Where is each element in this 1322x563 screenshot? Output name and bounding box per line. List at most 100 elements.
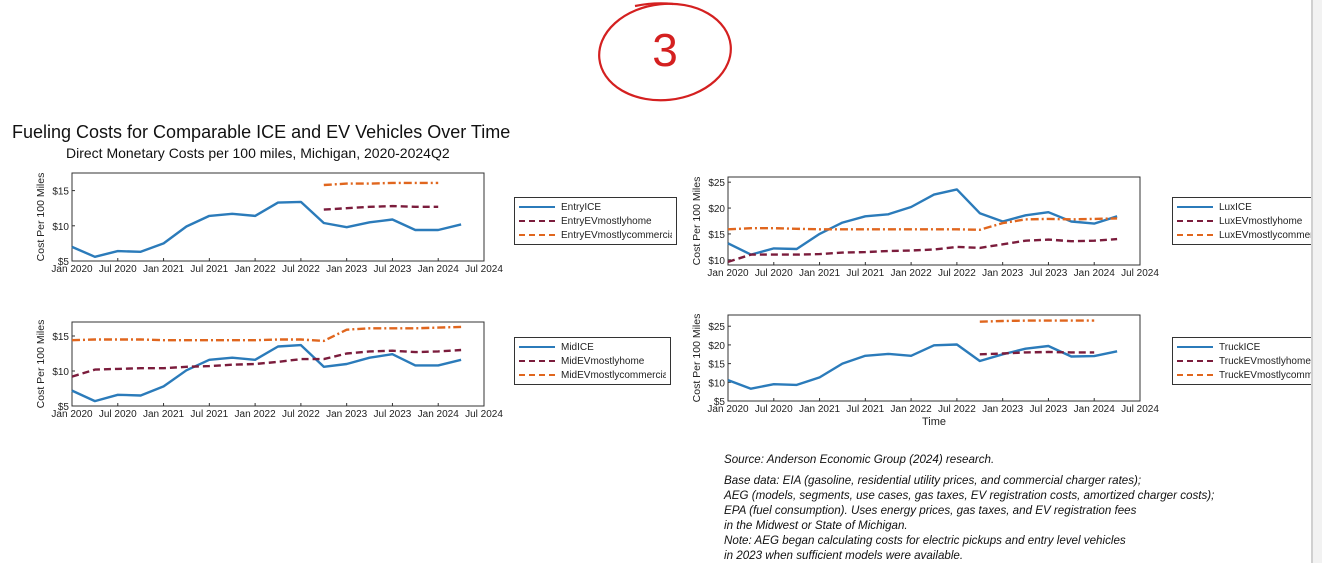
x-tick-label: Jul 2024 — [1121, 404, 1159, 415]
legend-label: EntryEVmostlyhome — [561, 215, 652, 227]
x-tick-label: Jul 2022 — [282, 409, 320, 420]
x-tick-label: Jul 2020 — [755, 268, 793, 279]
x-tick-label: Jul 2024 — [465, 264, 503, 275]
y-axis-label: Cost Per 100 Miles — [691, 177, 703, 266]
figure-subtitle: Direct Monetary Costs per 100 miles, Mic… — [66, 145, 450, 161]
x-tick-label: Jan 2024 — [1074, 404, 1116, 415]
source-line: in 2023 when sufficient models were avai… — [724, 549, 964, 562]
x-tick-label: Jan 2024 — [418, 264, 460, 275]
legend-entry: MidEVmostlyhome — [517, 354, 666, 368]
legend-swatch — [519, 220, 555, 222]
y-tick-label: $25 — [708, 322, 725, 333]
x-tick-label: Jul 2023 — [1030, 268, 1068, 279]
y-tick-label: $10 — [52, 222, 69, 233]
x-tick-label: Jul 2023 — [1030, 404, 1068, 415]
x-tick-label: Jan 2022 — [891, 268, 933, 279]
series-line-midevmostlycommercial — [71, 325, 462, 343]
x-tick-label: Jan 2023 — [982, 268, 1024, 279]
x-tick-label: Jul 2021 — [190, 409, 228, 420]
y-tick-label: $15 — [52, 187, 69, 198]
legend-swatch — [519, 206, 555, 208]
legend-swatch — [1177, 206, 1213, 208]
y-tick-label: $10 — [52, 367, 69, 378]
x-tick-label: Jul 2022 — [938, 268, 976, 279]
legend-entry: EntryEVmostlyhome — [517, 214, 672, 228]
mid-chart: Jan 2020 Jul 2020 Jan 2021 Jul 2021 Jan 2022… — [35, 320, 503, 420]
series-line-entryice — [71, 200, 462, 259]
y-tick-label: $15 — [52, 332, 69, 343]
series-line-luxevmostlycommercial — [727, 217, 1118, 232]
source-line: in the Midwest or State of Michigan. — [724, 519, 908, 532]
y-tick-label: $15 — [708, 360, 725, 371]
legend-entry: MidICE — [517, 340, 666, 354]
x-tick-label: Jul 2024 — [1121, 268, 1159, 279]
x-tick-label: Jan 2021 — [799, 404, 841, 415]
legend-entry: LuxEVmostlyhome — [1175, 214, 1317, 228]
x-tick-label: Jul 2020 — [99, 409, 137, 420]
x-tick-label: Jul 2022 — [938, 404, 976, 415]
y-axis-label: Cost Per 100 Miles — [35, 320, 47, 409]
series-line-midice — [71, 343, 462, 403]
source-line: AEG (models, segments, use cases, gas ta… — [724, 489, 1215, 502]
y-tick-label: $5 — [58, 402, 70, 413]
legend-swatch — [1177, 234, 1213, 236]
mid-chart-legend: MidICE MidEVmostlyhome MidEVmostlycommerci… — [514, 337, 671, 385]
legend-entry: TruckEVmostlyhome — [1175, 354, 1317, 368]
source-line: Note: AEG began calculating costs for el… — [724, 534, 1126, 547]
plot-area-frame — [71, 172, 485, 262]
series-line-luxice — [727, 188, 1118, 256]
x-tick-label: Jan 2021 — [143, 409, 185, 420]
x-tick-label: Jul 2021 — [190, 264, 228, 275]
y-tick-label: $10 — [708, 256, 725, 267]
source-line: Source: Anderson Economic Group (2024) r… — [724, 453, 995, 466]
x-tick-label: Jan 2020 — [51, 409, 93, 420]
legend-entry: LuxEVmostlycommercial — [1175, 228, 1317, 242]
x-tick-label: Jan 2023 — [326, 264, 368, 275]
legend-entry: LuxICE — [1175, 200, 1317, 214]
entry-chart: Jan 2020 Jul 2020 Jan 2021 Jul 2021 Jan 2022… — [35, 172, 503, 275]
legend-label: EntryEVmostlycommercial — [561, 229, 672, 241]
source-line: Base data: EIA (gasoline, residential ut… — [724, 474, 1142, 487]
legend-entry: TruckEVmostlycommercial — [1175, 368, 1317, 382]
legend-label: MidICE — [561, 341, 594, 353]
legend-swatch — [1177, 374, 1213, 376]
x-tick-label: Jan 2023 — [326, 409, 368, 420]
y-tick-label: $20 — [708, 204, 725, 215]
figure-title: Fueling Costs for Comparable ICE and EV … — [12, 122, 511, 142]
legend-swatch — [1177, 346, 1213, 348]
series-line-truckevmostlyhome — [979, 350, 1095, 356]
legend-swatch — [519, 346, 555, 348]
x-tick-label: Jul 2021 — [846, 268, 884, 279]
x-tick-label: Jan 2024 — [1074, 268, 1116, 279]
annotation-top-stroke — [634, 2, 674, 8]
legend-label: TruckEVmostlycommercial — [1219, 369, 1317, 381]
x-tick-label: Jan 2020 — [707, 404, 749, 415]
y-tick-label: $10 — [708, 378, 725, 389]
legend-label: TruckICE — [1219, 341, 1261, 353]
truck-chart: Jan 2020 Jul 2020 Jan 2021 Jul 2021 Jan 2022… — [691, 314, 1159, 428]
series-line-truckevmostlycommercial — [979, 319, 1095, 323]
legend-label: MidEVmostlycommercial — [561, 369, 666, 381]
truck-chart-legend: TruckICE TruckEVmostlyhome TruckEVmostlyco… — [1172, 337, 1322, 385]
x-tick-label: Jul 2024 — [465, 409, 503, 420]
legend-swatch — [519, 234, 555, 236]
x-tick-label: Jan 2024 — [418, 409, 460, 420]
legend-swatch — [1177, 220, 1213, 222]
legend-swatch — [519, 360, 555, 362]
series-line-luxevmostlyhome — [727, 237, 1118, 264]
lux-chart: Jan 2020 Jul 2020 Jan 2021 Jul 2021 Jan 2022… — [691, 176, 1159, 279]
source-note: Source: Anderson Economic Group (2024) r… — [724, 452, 1284, 563]
legend-label: MidEVmostlyhome — [561, 355, 645, 367]
series-line-truckice — [727, 343, 1118, 390]
page-edge-line — [1311, 0, 1313, 563]
y-tick-label: $5 — [58, 257, 70, 268]
page-edge-shadow — [1312, 0, 1322, 563]
x-tick-label: Jan 2021 — [799, 268, 841, 279]
annotation-digit: 3 — [652, 24, 678, 76]
plot-area-frame — [727, 176, 1141, 266]
x-tick-label: Jul 2020 — [755, 404, 793, 415]
lux-chart-legend: LuxICE LuxEVmostlyhome LuxEVmostlycommerci… — [1172, 197, 1322, 245]
x-tick-label: Jul 2020 — [99, 264, 137, 275]
legend-entry: EntryICE — [517, 200, 672, 214]
legend-label: TruckEVmostlyhome — [1219, 355, 1311, 367]
